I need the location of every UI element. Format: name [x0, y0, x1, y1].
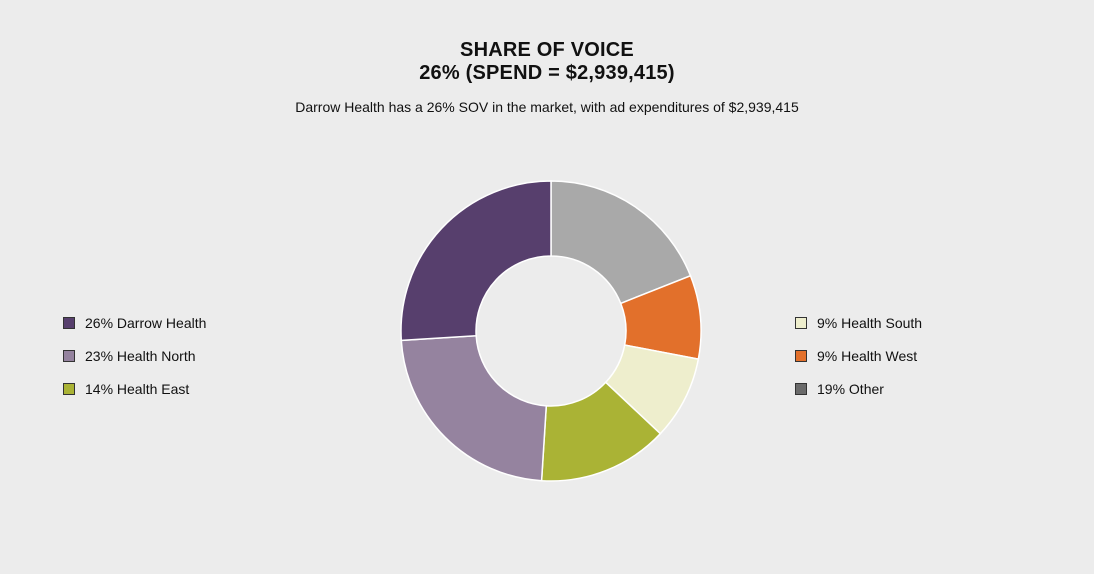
legend-label-health-north: 23% Health North [85, 348, 196, 364]
legend-label-other: 19% Other [817, 381, 884, 397]
slice-darrow-health [400, 180, 552, 342]
legend-item-darrow-health: 26% Darrow Health [63, 314, 206, 332]
legend-swatch-health-east [63, 383, 75, 395]
legend-item-health-east: 14% Health East [63, 380, 206, 398]
legend-swatch-other [795, 383, 807, 395]
legend-item-health-north: 23% Health North [63, 347, 206, 365]
legend-swatch-health-north [63, 350, 75, 362]
slice-other [550, 180, 692, 305]
chart-subtitle: Darrow Health has a 26% SOV in the marke… [295, 99, 799, 115]
legend-left: 26% Darrow Health 23% Health North 14% Hea… [63, 314, 206, 413]
donut-slices [400, 180, 702, 482]
slice-health-north [400, 334, 548, 482]
legend-label-darrow-health: 26% Darrow Health [85, 315, 207, 331]
legend-swatch-health-south [795, 317, 807, 329]
legend-label-health-east: 14% Health East [85, 381, 190, 397]
legend-item-health-south: 9% Health South [795, 314, 922, 332]
legend-item-other: 19% Other [795, 380, 922, 398]
legend-swatch-darrow-health [63, 317, 75, 329]
legend-item-health-west: 9% Health West [795, 347, 922, 365]
chart-title: SHARE OF VOICE [460, 39, 634, 61]
legend-label-health-south: 9% Health South [817, 315, 923, 331]
chart-title-block: SHARE OF VOICE 26% (SPEND = $2,939,415) [0, 39, 1094, 85]
legend-right: 9% Health South 9% Health West 19% Other [795, 314, 922, 413]
legend-label-health-west: 9% Health West [817, 348, 918, 364]
chart-title-line-2: 26% (SPEND = $2,939,415) [419, 62, 675, 84]
legend-swatch-health-west [795, 350, 807, 362]
